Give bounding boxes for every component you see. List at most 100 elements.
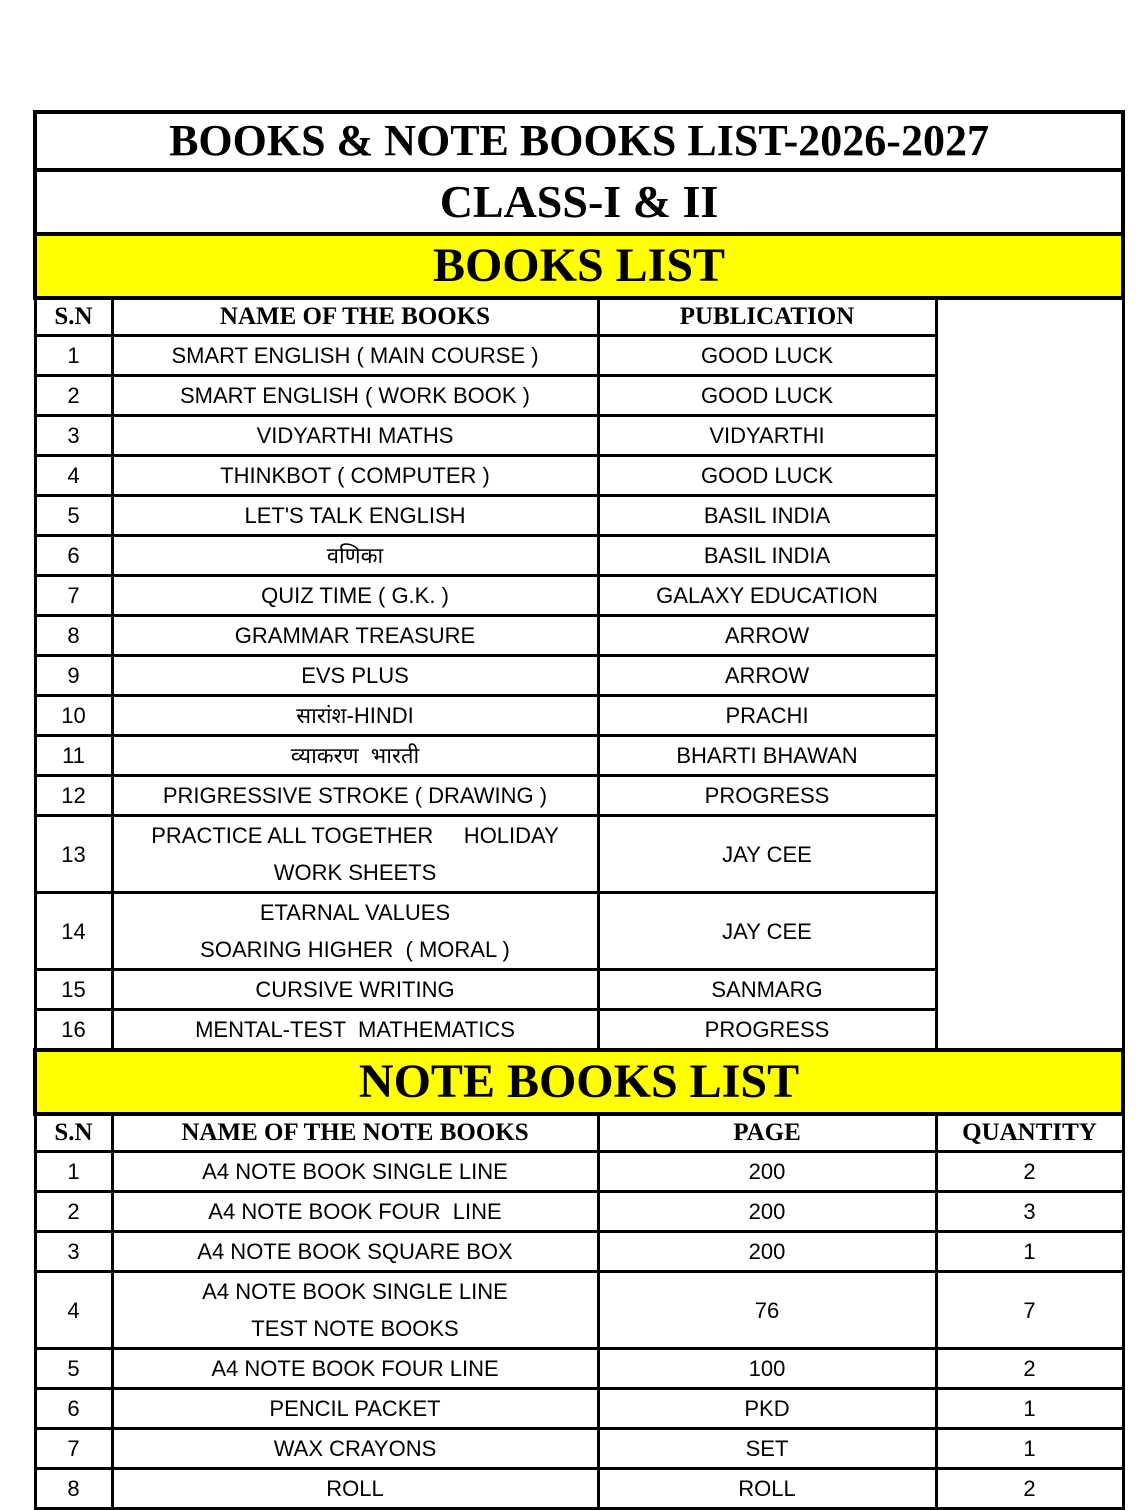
serial-number: 12 (33, 774, 114, 817)
page-count: 76 (596, 1270, 938, 1350)
book-row: 11 व्याकरण भारती BHARTI BHAWAN (33, 734, 1123, 777)
item-name: वणिका (110, 534, 600, 577)
serial-number: 8 (33, 1467, 114, 1510)
item-name: VIDYARTHI MATHS (110, 414, 600, 457)
item-name-line: PENCIL PACKET (269, 1396, 441, 1421)
item-name-line: LET'S TALK ENGLISH (244, 503, 466, 528)
item-name: A4 NOTE BOOK SINGLE LINE TEST NOTE BOOKS (110, 1270, 600, 1350)
serial-number: 5 (33, 1347, 114, 1390)
publication: GOOD LUCK (596, 334, 938, 377)
publication: SANMARG (596, 968, 938, 1011)
book-row: 3 VIDYARTHI MATHS VIDYARTHI (33, 414, 1123, 457)
item-name: SMART ENGLISH ( WORK BOOK ) (110, 374, 600, 417)
notebook-row: 7 WAX CRAYONS SET 1 (33, 1427, 1125, 1470)
serial-number: 1 (33, 1150, 114, 1193)
item-name-line: MENTAL-TEST MATHEMATICS (195, 1017, 515, 1042)
serial-number: 9 (33, 654, 114, 697)
item-name: सारांश-HINDI (110, 694, 600, 737)
notebook-row: 5 A4 NOTE BOOK FOUR LINE 100 2 (33, 1347, 1125, 1390)
item-name: MENTAL-TEST MATHEMATICS (110, 1008, 600, 1052)
serial-number: 6 (33, 534, 114, 577)
publication: BASIL INDIA (596, 534, 938, 577)
publication: PROGRESS (596, 774, 938, 817)
publication: PROGRESS (596, 1008, 938, 1052)
item-name-line: GRAMMAR TREASURE (234, 623, 476, 648)
serial-number: 3 (33, 1230, 114, 1273)
serial-number: 7 (33, 574, 114, 617)
item-name-line: THINKBOT ( COMPUTER ) (220, 463, 490, 488)
publication: BASIL INDIA (596, 494, 938, 537)
column-header-quantity: QUANTITY (934, 1112, 1125, 1153)
item-name-line: WORK SHEETS (273, 860, 437, 885)
publication: GOOD LUCK (596, 454, 938, 497)
column-header-sn: S.N (33, 1112, 114, 1153)
book-row: 1 SMART ENGLISH ( MAIN COURSE ) GOOD LUCK (33, 334, 1123, 377)
publication: ARROW (596, 654, 938, 697)
item-name: A4 NOTE BOOK FOUR LINE (110, 1190, 600, 1233)
item-name-line: WAX CRAYONS (273, 1436, 437, 1461)
page-count: 200 (596, 1190, 938, 1233)
quantity: 3 (934, 1190, 1125, 1233)
quantity: 1 (934, 1427, 1125, 1470)
notebook-row: 1 A4 NOTE BOOK SINGLE LINE 200 2 (33, 1150, 1125, 1193)
publication: JAY CEE (596, 814, 938, 894)
book-row: 15 CURSIVE WRITING SANMARG (33, 968, 1123, 1011)
book-row: 5 LET'S TALK ENGLISH BASIL INDIA (33, 494, 1123, 537)
notebook-row: 2 A4 NOTE BOOK FOUR LINE 200 3 (33, 1190, 1125, 1233)
book-row: 4 THINKBOT ( COMPUTER ) GOOD LUCK (33, 454, 1123, 497)
book-list-table: BOOKS & NOTE BOOKS LIST-2026-2027 CLASS-… (32, 110, 1126, 1510)
page-count: 100 (596, 1347, 938, 1390)
serial-number: 7 (33, 1427, 114, 1470)
item-name: LET'S TALK ENGLISH (110, 494, 600, 537)
item-name: WAX CRAYONS (110, 1427, 600, 1470)
book-row: 13 PRACTICE ALL TOGETHER HOLIDAY WORK SHEE… (33, 814, 1123, 894)
book-row: 14 ETARNAL VALUES SOARING HIGHER ( MORAL )… (33, 891, 1123, 971)
publication: BHARTI BHAWAN (596, 734, 938, 777)
item-name: EVS PLUS (110, 654, 600, 697)
item-name-line: SMART ENGLISH ( MAIN COURSE ) (171, 343, 539, 368)
serial-number: 3 (33, 414, 114, 457)
publication: GALAXY EDUCATION (596, 574, 938, 617)
serial-number: 10 (33, 694, 114, 737)
column-header-publication: PUBLICATION (596, 296, 938, 337)
book-row: 6 वणिका BASIL INDIA (33, 534, 1123, 577)
quantity: 2 (934, 1347, 1125, 1390)
item-name-line: EVS PLUS (301, 663, 409, 688)
notebooks-header-row: S.N NAME OF THE NOTE BOOKS PAGE QUANTITY (33, 1112, 1125, 1153)
book-row: 9 EVS PLUS ARROW (33, 654, 1123, 697)
book-row: 16 MENTAL-TEST MATHEMATICS PROGRESS (33, 1008, 1123, 1052)
item-name: PRIGRESSIVE STROKE ( DRAWING ) (110, 774, 600, 817)
item-name-line: A4 NOTE BOOK FOUR LINE (211, 1356, 499, 1381)
serial-number: 16 (33, 1008, 114, 1052)
book-row: 12 PRIGRESSIVE STROKE ( DRAWING ) PROGRESS (33, 774, 1123, 817)
column-header-notebook-name: NAME OF THE NOTE BOOKS (110, 1112, 600, 1153)
quantity: 2 (934, 1467, 1125, 1510)
serial-number: 15 (33, 968, 114, 1011)
item-name: GRAMMAR TREASURE (110, 614, 600, 657)
item-name: A4 NOTE BOOK SINGLE LINE (110, 1150, 600, 1193)
serial-number: 1 (33, 334, 114, 377)
serial-number: 8 (33, 614, 114, 657)
item-name-line: A4 NOTE BOOK SINGLE LINE (202, 1159, 508, 1184)
item-name-line: QUIZ TIME ( G.K. ) (261, 583, 449, 608)
item-name-line: A4 NOTE BOOK SQUARE BOX (197, 1239, 513, 1264)
books-header-row: S.N NAME OF THE BOOKS PUBLICATION (33, 296, 1125, 1050)
item-name-line: SOARING HIGHER ( MORAL ) (200, 937, 510, 962)
serial-number: 2 (33, 1190, 114, 1233)
item-name: ETARNAL VALUES SOARING HIGHER ( MORAL ) (110, 891, 600, 971)
item-name-line: VIDYARTHI MATHS (256, 423, 454, 448)
item-name: A4 NOTE BOOK SQUARE BOX (110, 1230, 600, 1273)
serial-number: 6 (33, 1387, 114, 1430)
serial-number: 13 (33, 814, 114, 894)
quantity: 1 (934, 1230, 1125, 1273)
item-name: QUIZ TIME ( G.K. ) (110, 574, 600, 617)
column-header-sn: S.N (33, 296, 114, 337)
page-count: 200 (596, 1230, 938, 1273)
publication: GOOD LUCK (596, 374, 938, 417)
item-name-line: CURSIVE WRITING (255, 977, 455, 1002)
item-name: SMART ENGLISH ( MAIN COURSE ) (110, 334, 600, 377)
publication: VIDYARTHI (596, 414, 938, 457)
empty-cell (934, 296, 1125, 1050)
item-name: व्याकरण भारती (110, 734, 600, 777)
class-label: CLASS-I & II (32, 168, 1126, 236)
